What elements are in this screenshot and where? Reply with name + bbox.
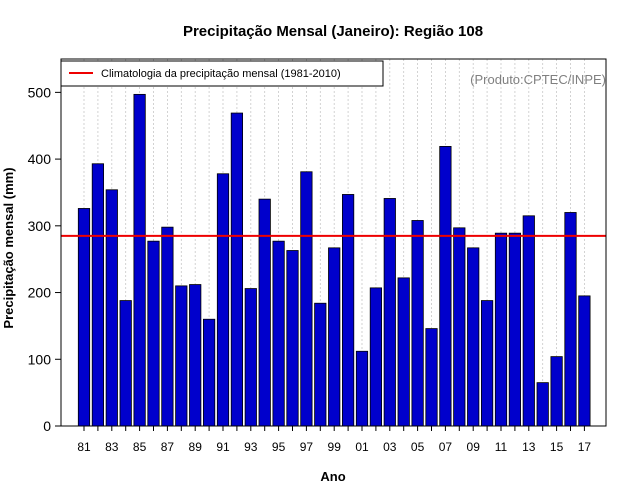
- chart-title: Precipitação Mensal (Janeiro): Região 10…: [183, 23, 483, 40]
- bar-01: [355, 350, 369, 427]
- bar-02: [369, 287, 383, 427]
- x-axis: 81 83 85 87 89 91 93 95 97 99 01 03 05 07 09 11 13 15 17: [77, 426, 591, 454]
- bar-90: [202, 318, 216, 427]
- bar-83: [105, 189, 118, 427]
- bar-88: [175, 285, 188, 427]
- y-tick-label: 300: [28, 218, 52, 234]
- bar-92: [230, 112, 243, 427]
- x-tick-label: 97: [300, 440, 314, 454]
- bar-86: [147, 240, 160, 427]
- x-tick-label: 85: [133, 440, 147, 454]
- legend-label: Climatologia da precipitação mensal (198…: [101, 68, 341, 80]
- x-tick-label: 01: [355, 440, 369, 454]
- bar-85: [133, 93, 146, 427]
- bar-11: [494, 232, 508, 427]
- bar-07: [439, 146, 452, 427]
- y-tick-label: 0: [43, 418, 51, 434]
- bar-93: [244, 288, 257, 427]
- x-axis-label: Ano: [320, 469, 345, 484]
- x-tick-label: 09: [467, 440, 481, 454]
- x-tick-label: 93: [244, 440, 258, 454]
- bar-87: [161, 226, 174, 427]
- y-tick-label: 200: [28, 285, 52, 301]
- bar-12: [508, 232, 522, 427]
- bar-09: [467, 247, 480, 427]
- bar-05: [411, 220, 424, 427]
- x-tick-label: 87: [161, 440, 175, 454]
- bar-95: [272, 240, 285, 427]
- bar-99: [328, 247, 341, 427]
- x-tick-label: 13: [522, 440, 536, 454]
- bar-15: [550, 356, 563, 427]
- bar-96: [286, 250, 299, 427]
- legend-box: [60, 60, 384, 87]
- bar-84: [119, 300, 132, 427]
- bars: [77, 93, 591, 427]
- x-tick-label: 99: [328, 440, 342, 454]
- x-tick-label: 91: [216, 440, 230, 454]
- bar-03: [383, 198, 396, 427]
- x-tick-label: 95: [272, 440, 286, 454]
- bar-91: [216, 173, 230, 427]
- y-axis: 0 100 200 300 400 500: [28, 84, 61, 434]
- bar-82: [91, 163, 104, 427]
- x-tick-label: 89: [189, 440, 203, 454]
- y-tick-label: 400: [28, 151, 52, 167]
- bar-08: [453, 227, 466, 427]
- bar-04: [397, 277, 410, 427]
- x-tick-label: 03: [383, 440, 397, 454]
- legend: Climatologia da precipitação mensal (198…: [60, 60, 384, 87]
- bar-16: [564, 212, 577, 427]
- x-tick-label: 17: [578, 440, 592, 454]
- bar-98: [314, 302, 327, 427]
- y-tick-label: 100: [28, 351, 52, 367]
- bar-13: [522, 215, 535, 427]
- x-tick-label: 11: [495, 440, 508, 454]
- bar-97: [300, 171, 313, 427]
- x-tick-label: 81: [77, 440, 91, 454]
- bar-17: [578, 295, 591, 427]
- x-tick-label: 07: [439, 440, 453, 454]
- x-tick-label: 05: [411, 440, 425, 454]
- credit-text: (Produto:CPTEC/INPE): [470, 72, 606, 87]
- bar-10: [480, 300, 494, 427]
- bar-94: [258, 198, 271, 427]
- x-tick-label: 83: [105, 440, 119, 454]
- y-axis-label: Precipitação mensal (mm): [1, 167, 16, 328]
- bar-14: [536, 382, 549, 427]
- x-tick-label: 15: [550, 440, 564, 454]
- bar-00: [341, 194, 355, 427]
- bar-06: [425, 328, 438, 427]
- plot-frame: [60, 58, 607, 427]
- bar-89: [189, 284, 202, 427]
- y-tick-label: 500: [28, 84, 52, 100]
- bar-81: [77, 208, 91, 427]
